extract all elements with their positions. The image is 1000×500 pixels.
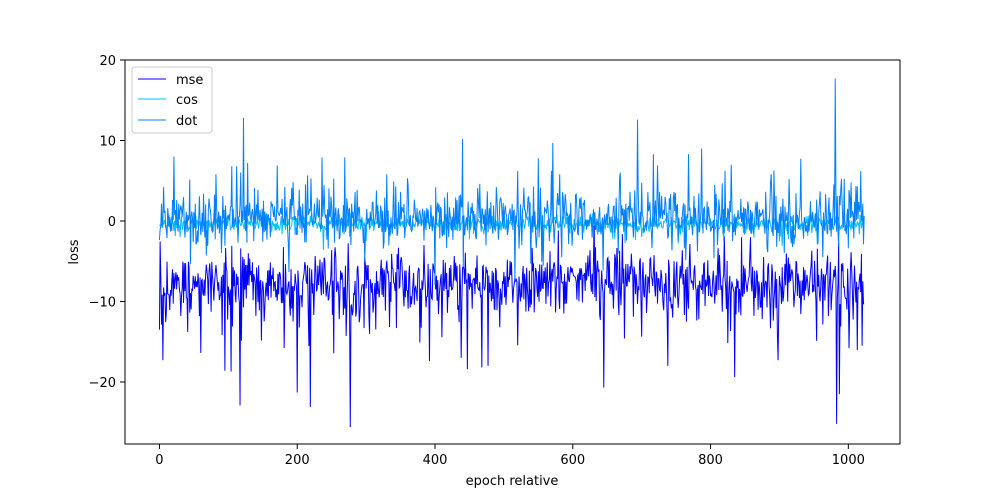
legend-label-dot: dot [176,114,197,129]
series-line-mse [158,213,865,428]
x-axis-title: epoch relative [466,474,559,489]
x-tick-label: 0 [155,453,163,468]
legend-box [131,66,213,134]
series-line-cos [159,211,865,251]
legend: mse cos dot [131,66,213,134]
series-line-dot [158,78,865,285]
legend-label-cos: cos [176,93,198,108]
plot-frame [124,59,901,445]
y-axis: −20 −10 0 10 20 [89,54,125,391]
y-tick-label: 20 [99,54,116,69]
legend-label-mse: mse [176,73,203,88]
x-axis: 0 200 400 600 800 1000 [155,444,865,468]
y-tick-label: −20 [89,376,116,391]
x-tick-label: 800 [698,453,723,468]
x-tick-label: 200 [285,453,310,468]
y-tick-label: −10 [89,296,116,311]
series-layer [158,78,865,428]
y-tick-label: 0 [108,215,116,230]
x-tick-label: 1000 [832,453,865,468]
x-tick-label: 600 [560,453,585,468]
y-tick-label: 10 [99,135,116,150]
y-axis-title: loss [67,239,82,264]
x-tick-label: 400 [423,453,448,468]
